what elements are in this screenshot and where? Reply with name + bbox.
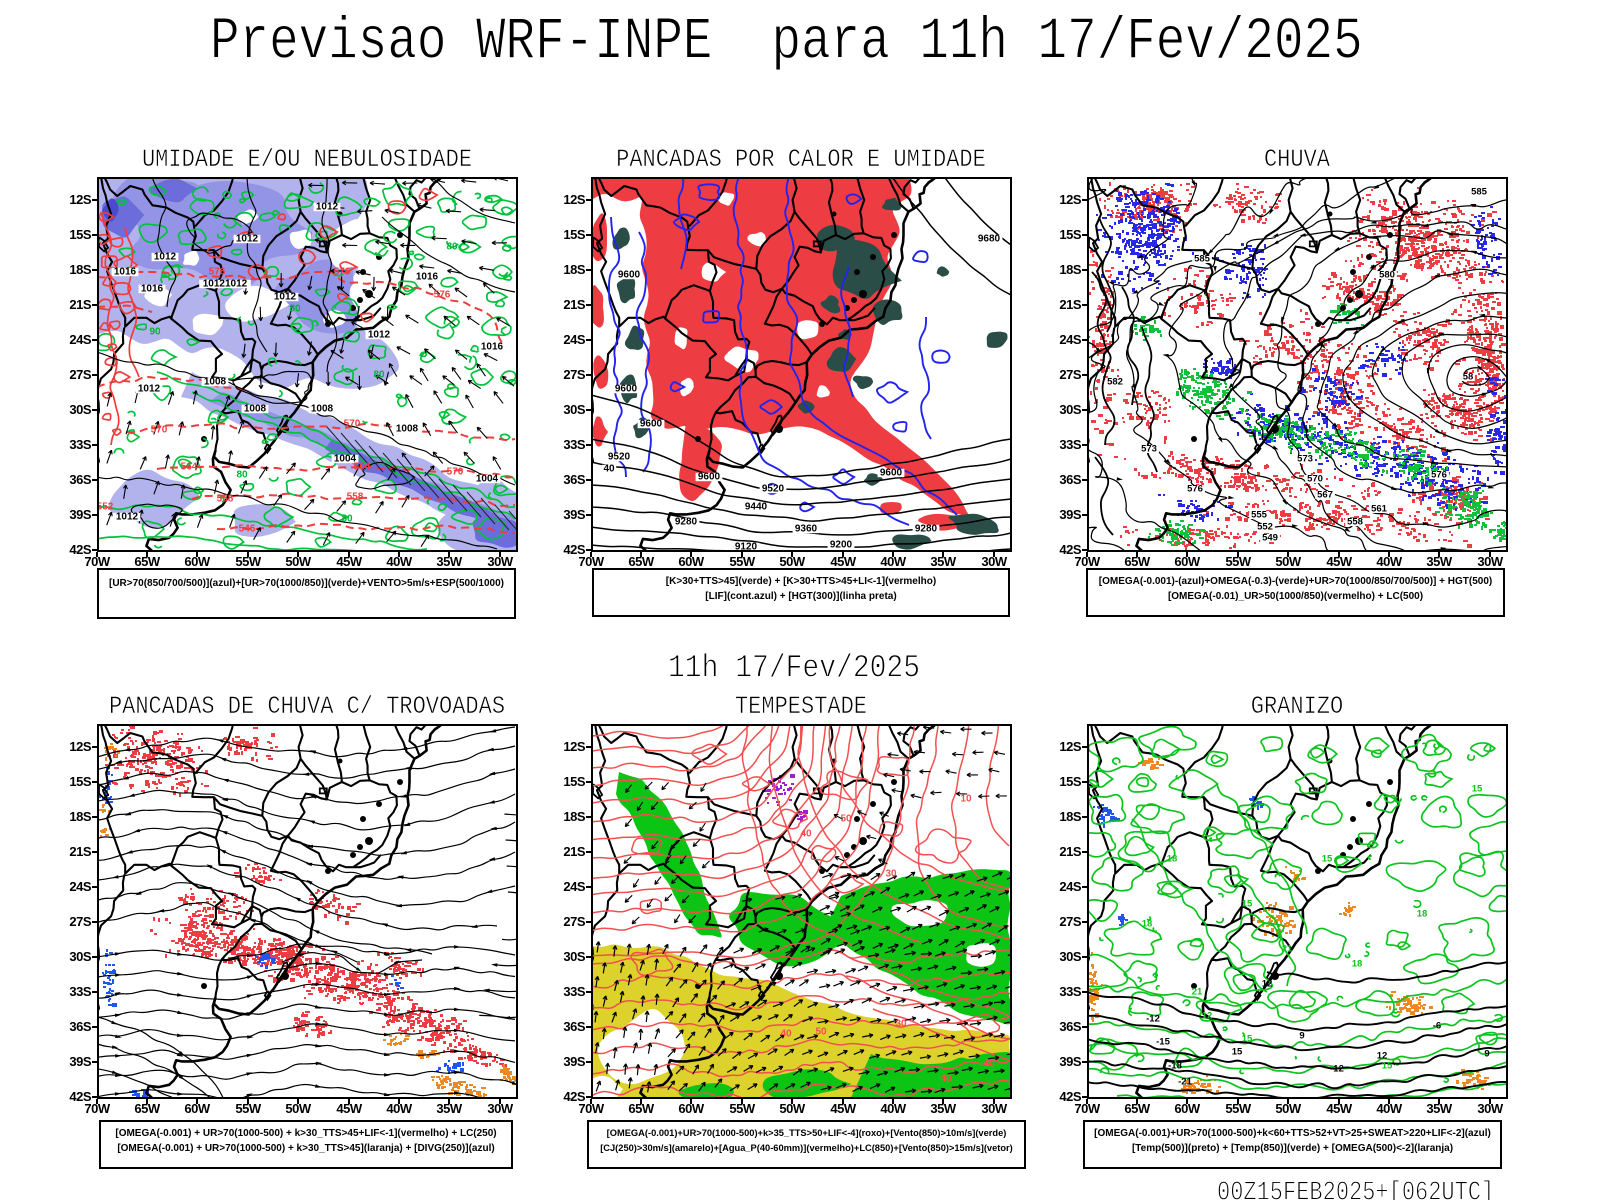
svg-text:80: 80 xyxy=(341,514,353,525)
svg-text:1004: 1004 xyxy=(334,454,357,465)
svg-text:1012: 1012 xyxy=(138,384,161,395)
svg-text:558: 558 xyxy=(217,494,234,505)
svg-text:570: 570 xyxy=(447,467,464,478)
svg-text:9600: 9600 xyxy=(880,468,903,479)
svg-text:1012: 1012 xyxy=(316,202,339,213)
svg-text:18: 18 xyxy=(1167,854,1178,865)
svg-text:1008: 1008 xyxy=(244,404,267,415)
svg-text:9: 9 xyxy=(1299,1031,1304,1042)
svg-text:558: 558 xyxy=(347,492,364,503)
svg-text:1008: 1008 xyxy=(204,377,227,388)
svg-text:80: 80 xyxy=(236,470,248,481)
svg-text:9520: 9520 xyxy=(762,484,785,495)
svg-text:15: 15 xyxy=(1242,1034,1253,1045)
svg-text:80: 80 xyxy=(373,370,385,381)
svg-text:576: 576 xyxy=(1431,470,1447,481)
svg-text:15: 15 xyxy=(1242,899,1253,910)
svg-text:12: 12 xyxy=(1377,1051,1388,1062)
svg-text:9600: 9600 xyxy=(615,384,638,395)
svg-text:585: 585 xyxy=(1194,254,1211,265)
svg-text:567: 567 xyxy=(1317,490,1333,501)
svg-text:570: 570 xyxy=(151,425,168,436)
svg-text:552: 552 xyxy=(1257,522,1273,533)
svg-text:18: 18 xyxy=(1417,909,1428,920)
svg-text:40: 40 xyxy=(940,1074,952,1085)
svg-text:570: 570 xyxy=(1307,474,1323,485)
svg-text:9600: 9600 xyxy=(640,419,663,430)
svg-text:21: 21 xyxy=(1192,987,1203,998)
svg-text:573: 573 xyxy=(1141,444,1157,455)
svg-text:555: 555 xyxy=(1251,510,1268,521)
svg-text:-12: -12 xyxy=(1330,1064,1344,1075)
svg-text:30: 30 xyxy=(885,869,897,880)
svg-text:-18: -18 xyxy=(1168,1061,1182,1072)
svg-text:-15: -15 xyxy=(1156,1037,1170,1048)
svg-text:1012: 1012 xyxy=(368,330,391,341)
svg-text:1008: 1008 xyxy=(311,404,334,415)
svg-text:12: 12 xyxy=(1262,979,1273,990)
svg-text:582: 582 xyxy=(1107,377,1123,388)
svg-text:1016: 1016 xyxy=(114,267,137,278)
svg-text:40: 40 xyxy=(983,1059,995,1070)
svg-text:12: 12 xyxy=(1202,1011,1213,1022)
svg-text:50: 50 xyxy=(840,814,852,825)
svg-text:1012: 1012 xyxy=(154,252,177,263)
svg-text:9600: 9600 xyxy=(618,270,641,281)
svg-text:585: 585 xyxy=(1471,187,1488,198)
svg-text:576: 576 xyxy=(1187,484,1203,495)
svg-text:58: 58 xyxy=(1463,372,1474,383)
svg-text:576: 576 xyxy=(209,267,226,278)
svg-text:18: 18 xyxy=(1352,959,1363,970)
svg-text:570: 570 xyxy=(344,419,361,430)
svg-text:564: 564 xyxy=(181,462,198,473)
svg-text:9280: 9280 xyxy=(675,517,698,528)
svg-text:9680: 9680 xyxy=(978,234,1001,245)
svg-text:1012: 1012 xyxy=(116,512,139,523)
svg-text:40: 40 xyxy=(603,464,615,475)
svg-text:9120: 9120 xyxy=(735,542,758,552)
svg-text:90: 90 xyxy=(149,327,161,338)
svg-text:9360: 9360 xyxy=(795,524,818,535)
svg-text:21: 21 xyxy=(1282,944,1293,955)
svg-text:-6: -6 xyxy=(1433,1021,1441,1032)
svg-text:580: 580 xyxy=(1379,270,1395,281)
svg-text:-21: -21 xyxy=(1178,1077,1192,1088)
svg-text:40: 40 xyxy=(800,829,812,840)
svg-text:10: 10 xyxy=(960,794,972,805)
svg-text:15: 15 xyxy=(1322,854,1333,865)
svg-text:1008: 1008 xyxy=(396,424,419,435)
svg-text:40: 40 xyxy=(780,1029,792,1040)
svg-text:50: 50 xyxy=(815,1027,827,1038)
svg-text:552: 552 xyxy=(97,502,114,513)
svg-text:564: 564 xyxy=(354,462,371,473)
svg-text:9: 9 xyxy=(1484,1049,1489,1060)
svg-text:1012: 1012 xyxy=(274,292,297,303)
svg-text:80: 80 xyxy=(446,242,458,253)
svg-text:546: 546 xyxy=(239,524,256,535)
svg-text:576: 576 xyxy=(334,267,351,278)
svg-text:9600: 9600 xyxy=(698,472,721,483)
svg-text:15: 15 xyxy=(1472,784,1483,795)
svg-text:1016: 1016 xyxy=(416,272,439,283)
svg-text:1016: 1016 xyxy=(481,342,504,353)
svg-text:1004: 1004 xyxy=(476,474,499,485)
svg-text:18: 18 xyxy=(1142,919,1153,930)
svg-text:9440: 9440 xyxy=(745,502,768,513)
svg-text:80: 80 xyxy=(289,304,301,315)
svg-text:1016: 1016 xyxy=(141,284,164,295)
svg-text:-12: -12 xyxy=(1146,1014,1160,1025)
svg-text:30: 30 xyxy=(895,1019,907,1030)
svg-text:9280: 9280 xyxy=(915,524,938,535)
svg-text:1012: 1012 xyxy=(236,234,259,245)
svg-text:15: 15 xyxy=(1232,1047,1243,1058)
svg-text:558: 558 xyxy=(1347,517,1363,528)
svg-text:576: 576 xyxy=(434,290,451,301)
svg-text:10121012: 10121012 xyxy=(203,279,248,290)
svg-text:9200: 9200 xyxy=(830,540,853,551)
svg-text:9520: 9520 xyxy=(608,452,631,463)
svg-text:573: 573 xyxy=(1297,454,1313,465)
svg-text:549: 549 xyxy=(1262,533,1278,544)
svg-text:561: 561 xyxy=(1371,504,1388,515)
svg-text:15: 15 xyxy=(1382,1061,1393,1072)
